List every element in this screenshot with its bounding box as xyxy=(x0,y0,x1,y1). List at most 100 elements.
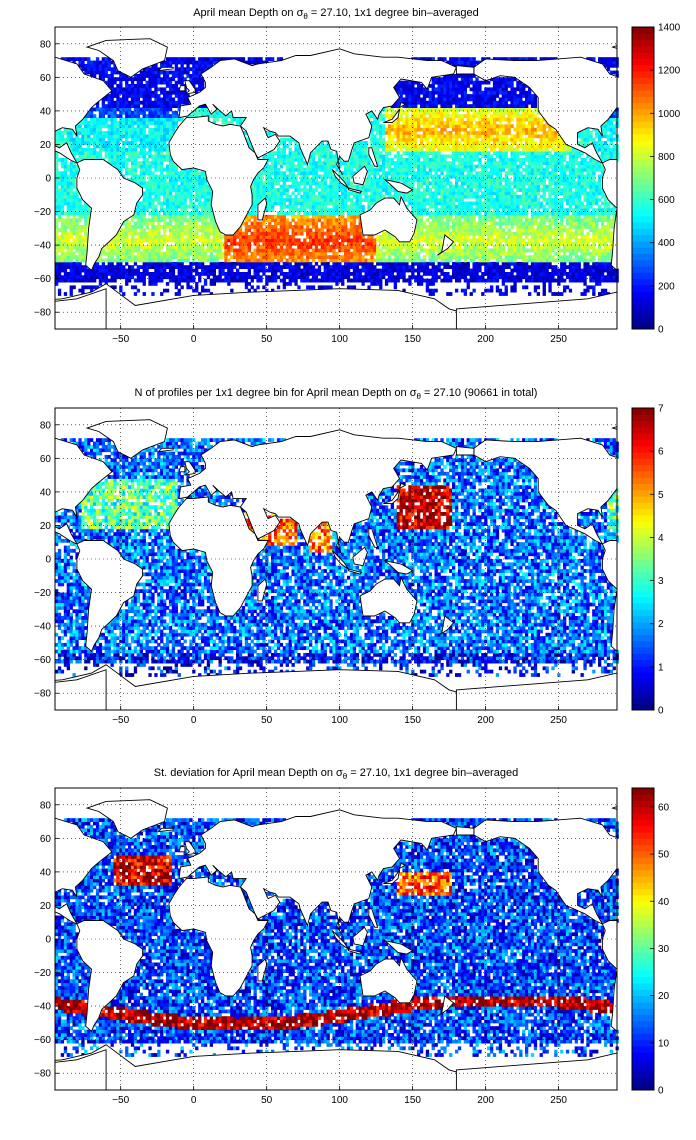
data-cell xyxy=(461,188,464,192)
data-cell xyxy=(125,255,128,259)
data-cell xyxy=(405,279,408,283)
data-cell xyxy=(510,181,513,185)
data-cell xyxy=(359,195,362,199)
data-cell xyxy=(128,259,131,263)
data-cell xyxy=(315,262,318,266)
data-cell xyxy=(61,181,64,185)
data-cell xyxy=(423,171,426,175)
data-cell xyxy=(510,245,513,249)
data-cell xyxy=(528,275,531,279)
data-cell xyxy=(484,289,487,293)
data-cell xyxy=(289,269,292,273)
data-cell xyxy=(338,208,341,212)
data-cell xyxy=(604,292,607,296)
data-cell xyxy=(335,202,338,206)
data-cell xyxy=(537,205,540,209)
data-cell xyxy=(280,225,283,229)
data-cell xyxy=(184,275,187,279)
data-cell xyxy=(259,175,262,179)
data-cell xyxy=(551,171,554,175)
data-cell xyxy=(131,215,134,219)
data-cell xyxy=(510,232,513,236)
data-cell xyxy=(537,232,540,236)
data-cell xyxy=(204,208,207,212)
data-cell xyxy=(265,178,268,182)
data-cell xyxy=(452,205,455,209)
data-cell xyxy=(362,188,365,192)
data-cell xyxy=(254,238,257,242)
data-cell xyxy=(277,242,280,246)
data-cell xyxy=(528,292,531,296)
data-cell xyxy=(458,279,461,283)
data-cell xyxy=(192,208,195,212)
data-cell xyxy=(537,208,540,212)
data-cell xyxy=(160,175,163,179)
data-cell xyxy=(271,188,274,192)
data-cell xyxy=(508,252,511,256)
data-cell xyxy=(452,185,455,189)
data-cell xyxy=(616,279,619,283)
data-cell xyxy=(376,185,379,189)
data-cell xyxy=(70,188,73,192)
data-cell xyxy=(598,245,601,249)
data-cell xyxy=(537,215,540,219)
data-cell xyxy=(490,238,493,242)
data-cell xyxy=(414,195,417,199)
data-cell xyxy=(154,215,157,219)
data-cell xyxy=(207,238,210,242)
data-cell xyxy=(470,249,473,253)
data-cell xyxy=(262,195,265,199)
data-cell xyxy=(534,178,537,182)
data-cell xyxy=(181,195,184,199)
data-cell xyxy=(233,242,236,246)
data-cell xyxy=(111,279,114,283)
data-cell xyxy=(148,185,151,189)
data-cell xyxy=(443,175,446,179)
data-cell xyxy=(335,225,338,229)
data-cell xyxy=(414,178,417,182)
data-cell xyxy=(210,282,213,286)
data-cell xyxy=(113,238,116,242)
data-cell xyxy=(446,191,449,195)
data-cell xyxy=(210,249,213,253)
data-cell xyxy=(592,222,595,226)
data-cell xyxy=(499,171,502,175)
data-cell xyxy=(613,279,616,283)
data-cell xyxy=(213,218,216,222)
data-cell xyxy=(373,272,376,276)
data-cell xyxy=(265,175,268,179)
data-cell xyxy=(84,238,87,242)
data-cell xyxy=(227,259,230,263)
data-cell xyxy=(543,195,546,199)
data-cell xyxy=(73,285,76,289)
data-cell xyxy=(148,205,151,209)
data-cell xyxy=(475,249,478,253)
data-cell xyxy=(146,195,149,199)
data-cell xyxy=(175,178,178,182)
data-cell xyxy=(55,188,58,192)
data-cell xyxy=(309,265,312,269)
data-cell xyxy=(429,238,432,242)
data-cell xyxy=(475,205,478,209)
data-cell xyxy=(382,259,385,263)
data-cell xyxy=(510,198,513,202)
data-cell xyxy=(490,178,493,182)
data-cell xyxy=(610,245,613,249)
data-cell xyxy=(268,175,271,179)
data-cell xyxy=(365,195,368,199)
data-cell xyxy=(292,232,295,236)
data-cell xyxy=(534,181,537,185)
data-cell xyxy=(67,245,70,249)
data-cell xyxy=(186,205,189,209)
data-cell xyxy=(604,208,607,212)
data-cell xyxy=(256,269,259,273)
data-cell xyxy=(58,188,61,192)
data-cell xyxy=(464,242,467,246)
data-cell xyxy=(592,225,595,229)
data-cell xyxy=(411,272,414,276)
data-cell xyxy=(467,252,470,256)
data-cell xyxy=(408,171,411,175)
data-cell xyxy=(239,238,242,242)
data-cell xyxy=(116,238,119,242)
data-cell xyxy=(499,255,502,259)
